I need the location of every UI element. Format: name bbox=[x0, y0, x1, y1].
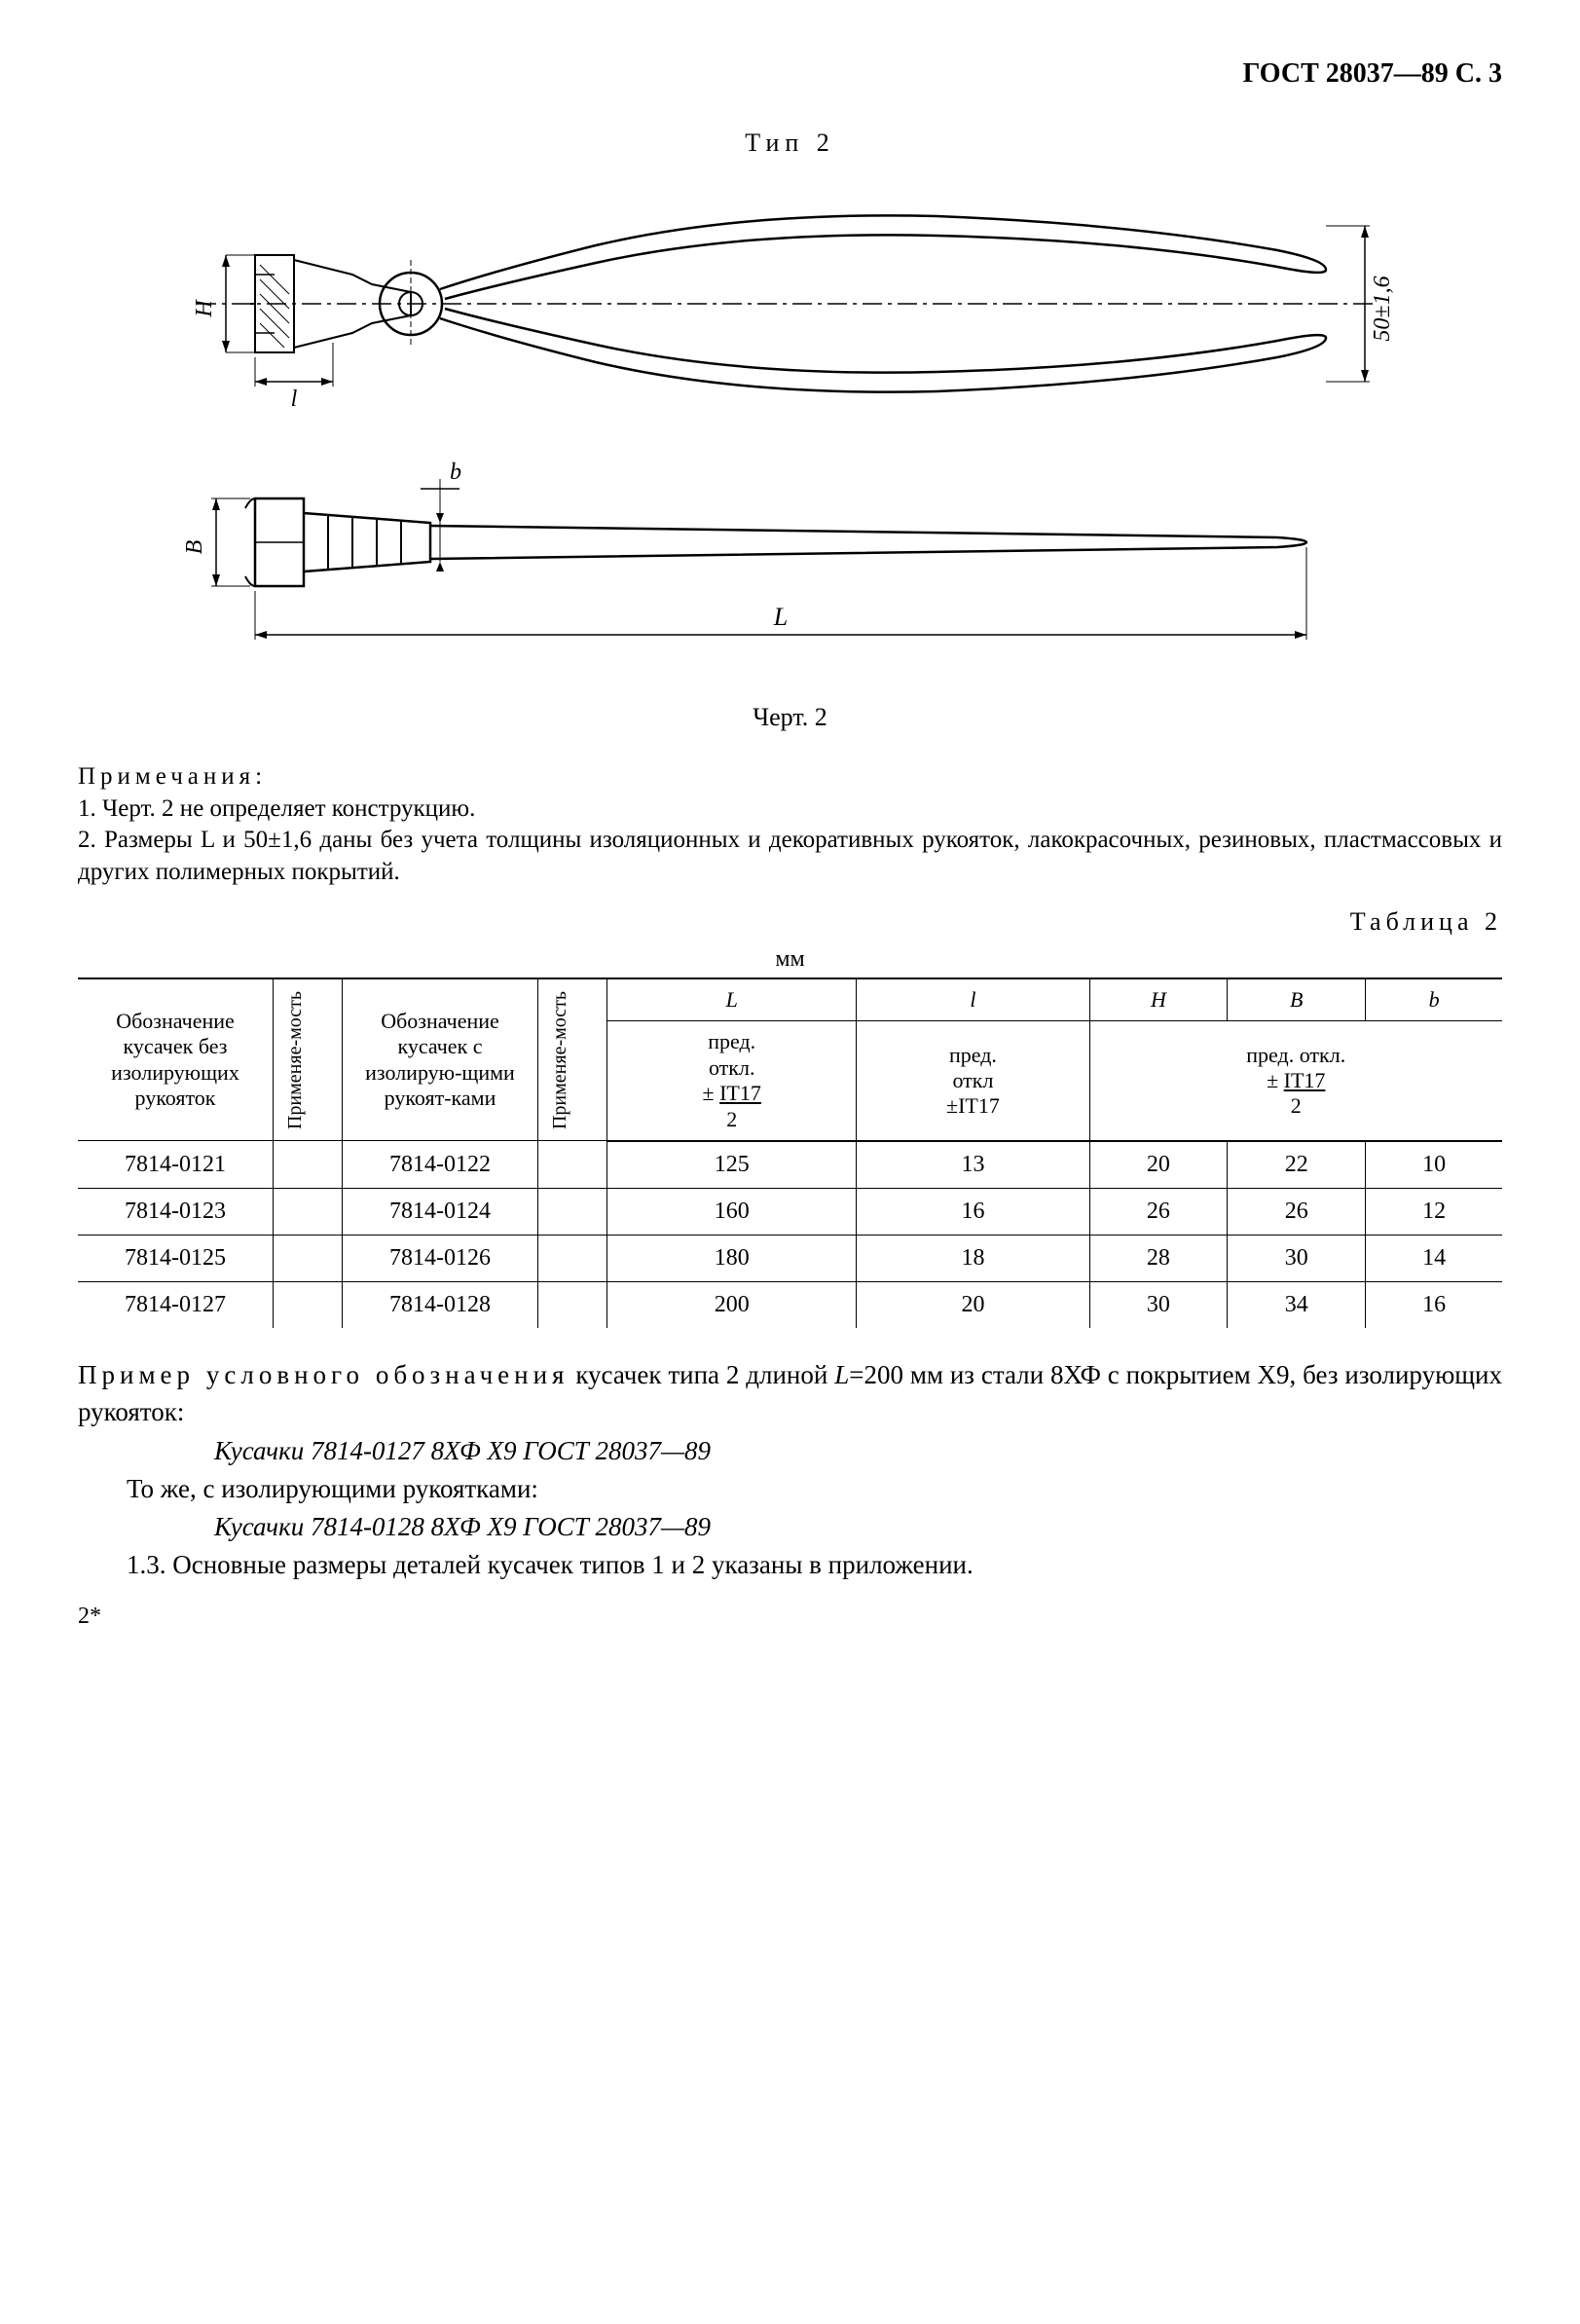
dim-b-label: b bbox=[450, 460, 461, 485]
th-sub-HBb: пред. откл.± IT172 bbox=[1089, 1021, 1502, 1141]
example-block: Пример условного обозначения кусачек тип… bbox=[78, 1357, 1502, 1431]
table-cell: 16 bbox=[857, 1188, 1089, 1235]
dim-l-label: l bbox=[290, 387, 297, 412]
table-cell: 16 bbox=[1366, 1281, 1502, 1328]
table-cell: 22 bbox=[1228, 1141, 1366, 1189]
table-cell: 7814-0121 bbox=[78, 1141, 274, 1189]
table-row: 7814-01237814-012416016262612 bbox=[78, 1188, 1502, 1235]
th-col1: Обозначение кусачек без изолирующих руко… bbox=[78, 978, 274, 1141]
th-col2: Применяе-мость bbox=[283, 991, 307, 1129]
table-cell: 28 bbox=[1089, 1235, 1228, 1281]
table-cell bbox=[274, 1188, 343, 1235]
table-cell: 7814-0123 bbox=[78, 1188, 274, 1235]
table-cell: 26 bbox=[1089, 1188, 1228, 1235]
table-cell: 7814-0126 bbox=[343, 1235, 538, 1281]
table-cell bbox=[274, 1281, 343, 1328]
th-L: L bbox=[607, 978, 857, 1021]
table-cell: 34 bbox=[1228, 1281, 1366, 1328]
table-cell bbox=[538, 1281, 607, 1328]
figure-title: Тип 2 bbox=[78, 129, 1502, 158]
designation-2: Кусачки 7814-0128 8ХФ Х9 ГОСТ 28037—89 bbox=[214, 1512, 1502, 1542]
table-cell bbox=[538, 1235, 607, 1281]
table-cell: 26 bbox=[1228, 1188, 1366, 1235]
dim-50-label: 50±1,6 bbox=[1370, 276, 1395, 341]
table-cell: 14 bbox=[1366, 1235, 1502, 1281]
page-header: ГОСТ 28037—89 С. 3 bbox=[78, 58, 1502, 90]
table-cell: 180 bbox=[607, 1235, 857, 1281]
table-cell: 30 bbox=[1228, 1235, 1366, 1281]
footer-marker: 2* bbox=[78, 1604, 1502, 1630]
th-sub-L: пред.откл.± IT172 bbox=[607, 1021, 857, 1141]
table-cell bbox=[538, 1188, 607, 1235]
table-unit: мм bbox=[78, 946, 1502, 973]
th-col3: Обозначение кусачек с изолирую-щими руко… bbox=[343, 978, 538, 1141]
table-cell: 20 bbox=[1089, 1141, 1228, 1189]
table-cell: 13 bbox=[857, 1141, 1089, 1189]
dim-L-label: L bbox=[772, 603, 787, 631]
table-cell bbox=[274, 1235, 343, 1281]
figure-caption: Черт. 2 bbox=[78, 703, 1502, 732]
table-cell: 30 bbox=[1089, 1281, 1228, 1328]
notes-title: Примечания: bbox=[78, 763, 267, 790]
section-1-3: 1.3. Основные размеры деталей кусачек ти… bbox=[78, 1547, 1502, 1584]
notes-block: Примечания: 1. Черт. 2 не определяет кон… bbox=[78, 761, 1502, 888]
table-cell: 7814-0122 bbox=[343, 1141, 538, 1189]
designation-1: Кусачки 7814-0127 8ХФ Х9 ГОСТ 28037—89 bbox=[214, 1436, 1502, 1466]
table-cell: 10 bbox=[1366, 1141, 1502, 1189]
th-H: H bbox=[1089, 978, 1228, 1021]
table-row: 7814-0127 7814-0128 20020303416 bbox=[78, 1281, 1502, 1328]
table-cell bbox=[274, 1141, 343, 1189]
th-sub-l: пред.откл±IT17 bbox=[857, 1021, 1089, 1141]
table-cell: 20 bbox=[857, 1281, 1089, 1328]
th-B: B bbox=[1228, 978, 1366, 1021]
table-cell: 7814-0125 bbox=[78, 1235, 274, 1281]
table-cell: 160 bbox=[607, 1188, 857, 1235]
table-title: Таблица 2 bbox=[78, 907, 1502, 937]
note-2: 2. Размеры L и 50±1,6 даны без учета тол… bbox=[78, 827, 1502, 885]
table-row: 7814-0121 7814-0122 12513202210 bbox=[78, 1141, 1502, 1189]
note-1: 1. Черт. 2 не определяет конструкцию. bbox=[78, 795, 475, 822]
th-col4: Применяе-мость bbox=[548, 991, 571, 1129]
table-cell: 125 bbox=[607, 1141, 857, 1189]
dimensions-table: Обозначение кусачек без изолирующих руко… bbox=[78, 978, 1502, 1328]
table-cell bbox=[538, 1141, 607, 1189]
example-line2: То же, с изолирующими рукоятками: bbox=[78, 1471, 1502, 1508]
diagram: H l 50±1,6 bbox=[78, 177, 1502, 683]
table-cell: 200 bbox=[607, 1281, 857, 1328]
table-cell: 7814-0124 bbox=[343, 1188, 538, 1235]
table-cell: 7814-0127 bbox=[78, 1281, 274, 1328]
table-cell: 12 bbox=[1366, 1188, 1502, 1235]
dim-B-label: B bbox=[182, 539, 207, 554]
dim-H-label: H bbox=[192, 299, 217, 318]
table-cell: 7814-0128 bbox=[343, 1281, 538, 1328]
example-intro: Пример условного обозначения кусачек тип… bbox=[78, 1360, 1502, 1426]
table-cell: 18 bbox=[857, 1235, 1089, 1281]
table-row: 7814-0125 7814-0126 18018283014 bbox=[78, 1235, 1502, 1281]
th-l: l bbox=[857, 978, 1089, 1021]
th-b: b bbox=[1366, 978, 1502, 1021]
